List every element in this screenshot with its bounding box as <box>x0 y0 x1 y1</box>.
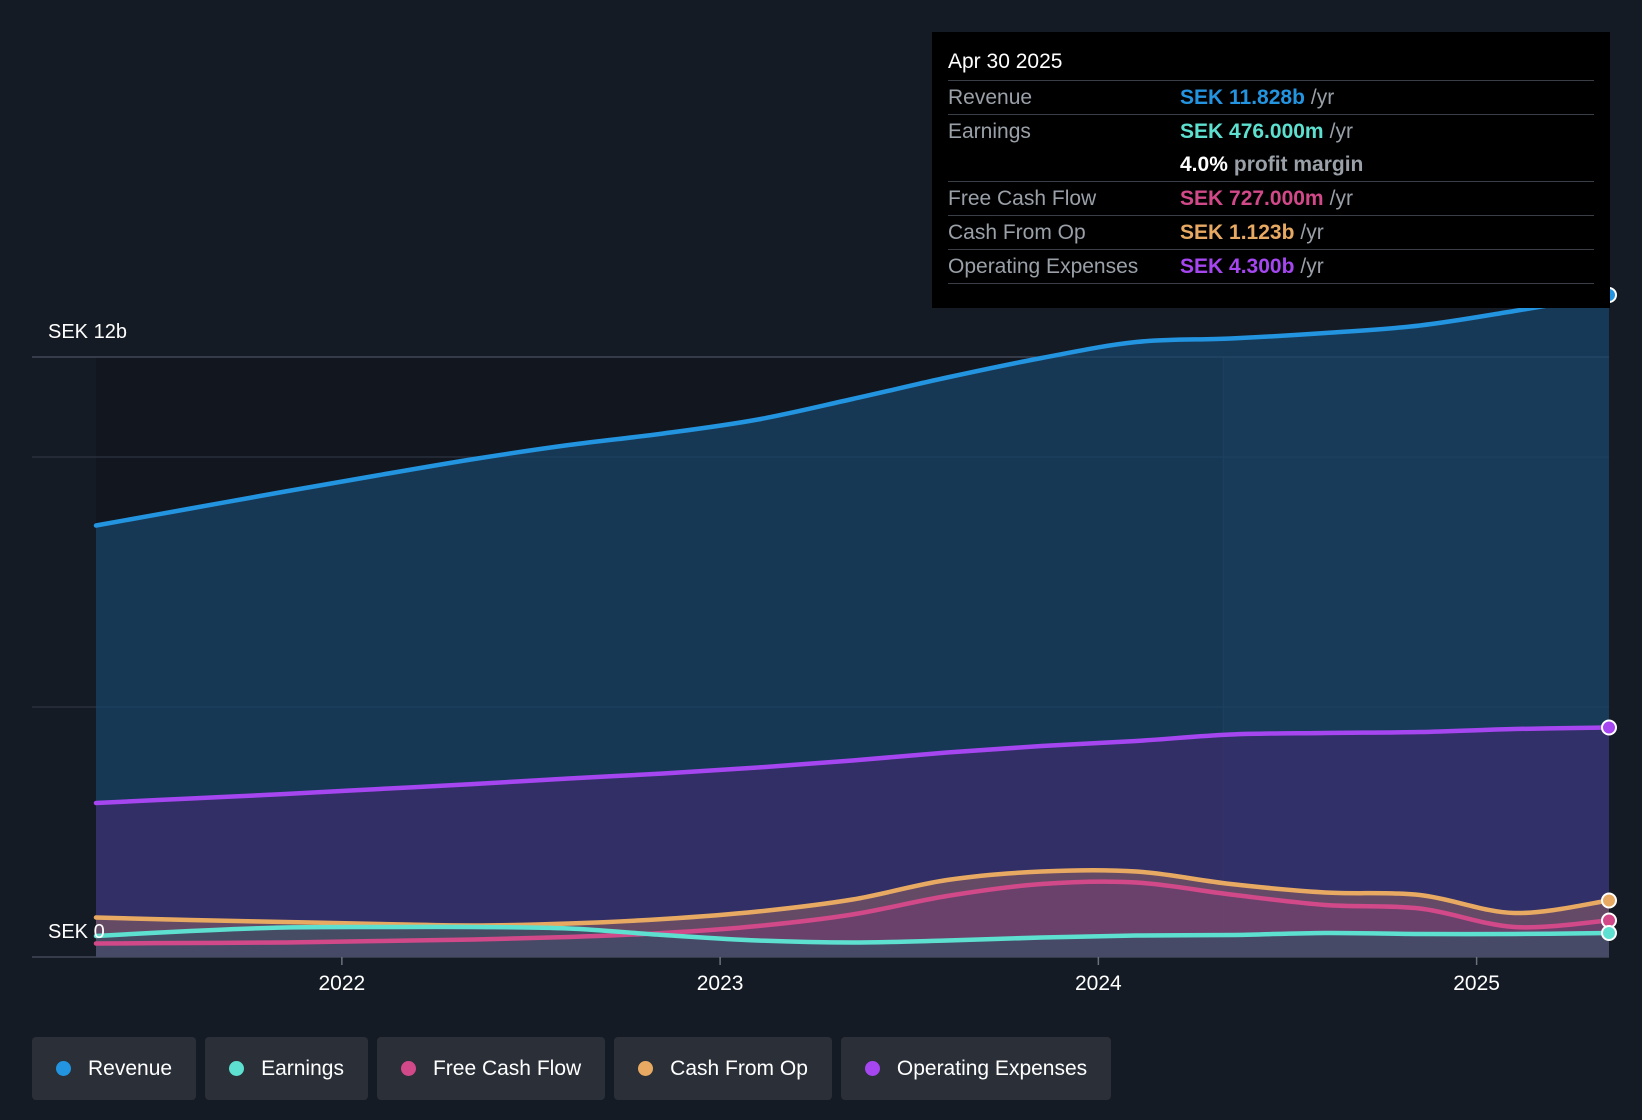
tooltip-row-cash-from-op: Cash From Op SEK 1.123b /yr <box>948 216 1594 250</box>
legend-label: Earnings <box>261 1056 344 1080</box>
tooltip-value: 4.0% <box>1180 153 1228 176</box>
legend-item-revenue[interactable]: Revenue <box>32 1037 197 1100</box>
earnings-end-point <box>1601 925 1617 941</box>
legend-item-operating-expenses[interactable]: Operating Expenses <box>840 1037 1112 1100</box>
tooltip-row-free-cash-flow: Free Cash Flow SEK 727.000m /yr <box>948 182 1594 216</box>
tooltip-unit: /yr <box>1329 187 1353 210</box>
cash-from-op-dot-icon <box>638 1061 654 1076</box>
tooltip-value: SEK 727.000m <box>1180 187 1324 210</box>
earnings-dot-icon <box>229 1061 245 1076</box>
revenue-line <box>93 292 1612 528</box>
legend-label: Cash From Op <box>670 1056 808 1080</box>
tooltip-row-profit-margin: 4.0% profit margin <box>948 148 1594 182</box>
tooltip-label: Revenue <box>948 86 1033 109</box>
tooltip-unit: profit margin <box>1233 153 1364 176</box>
operating-expenses-line <box>93 725 1612 806</box>
earnings-area <box>96 926 1609 957</box>
tooltip-value: SEK 11.828b <box>1180 86 1305 109</box>
free-cash-flow-dot-icon <box>400 1061 416 1076</box>
operating-expenses-dot-icon <box>864 1061 880 1076</box>
legend-label: Operating Expenses <box>896 1056 1088 1080</box>
earnings-line <box>93 924 1612 945</box>
free-cash-flow-line <box>93 879 1612 946</box>
tooltip-row-earnings: Earnings SEK 476.000m /yr <box>948 115 1594 148</box>
tooltip-label <box>948 148 1180 181</box>
tooltip-unit: /yr <box>1300 255 1324 278</box>
data-tooltip: Apr 30 2025 Revenue SEK 11.828b /yr Earn… <box>932 32 1610 308</box>
x-tick-label: 2025 <box>1453 972 1500 995</box>
y-axis-top-label: SEK 12b <box>48 321 127 343</box>
x-tick-label: 2022 <box>319 972 366 995</box>
revenue-dot-icon <box>56 1061 71 1076</box>
legend-label: Free Cash Flow <box>432 1056 582 1080</box>
tooltip-label: Free Cash Flow <box>948 187 1097 210</box>
x-tick-label: 2023 <box>697 972 744 995</box>
legend-item-earnings[interactable]: Earnings <box>205 1037 368 1100</box>
cash-from-op-end-point <box>1601 892 1617 909</box>
tooltip-row-revenue: Revenue SEK 11.828b /yr <box>948 81 1594 115</box>
tooltip-label: Operating Expenses <box>948 255 1139 278</box>
x-tick-label: 2024 <box>1075 972 1122 995</box>
tooltip-unit: /yr <box>1300 221 1324 244</box>
chart-legend: Revenue Earnings Free Cash Flow Cash Fro… <box>32 1037 1112 1100</box>
tooltip-date: Apr 30 2025 <box>948 46 1594 81</box>
y-axis-bottom-label: SEK 0 <box>48 921 105 943</box>
legend-label: Revenue <box>88 1056 173 1080</box>
operating-expenses-end-point <box>1601 719 1617 736</box>
tooltip-unit: /yr <box>1329 120 1353 143</box>
legend-item-cash-from-op[interactable]: Cash From Op <box>614 1037 832 1100</box>
cash-from-op-line <box>93 867 1612 928</box>
tooltip-value: SEK 476.000m <box>1180 120 1324 143</box>
tooltip-value: SEK 1.123b <box>1180 221 1295 244</box>
tooltip-label: Cash From Op <box>948 221 1086 244</box>
tooltip-label: Earnings <box>948 120 1031 143</box>
tooltip-unit: /yr <box>1310 86 1335 109</box>
tooltip-row-operating-expenses: Operating Expenses SEK 4.300b /yr <box>948 250 1594 284</box>
legend-item-free-cash-flow[interactable]: Free Cash Flow <box>376 1037 606 1100</box>
tooltip-value: SEK 4.300b <box>1180 255 1295 278</box>
